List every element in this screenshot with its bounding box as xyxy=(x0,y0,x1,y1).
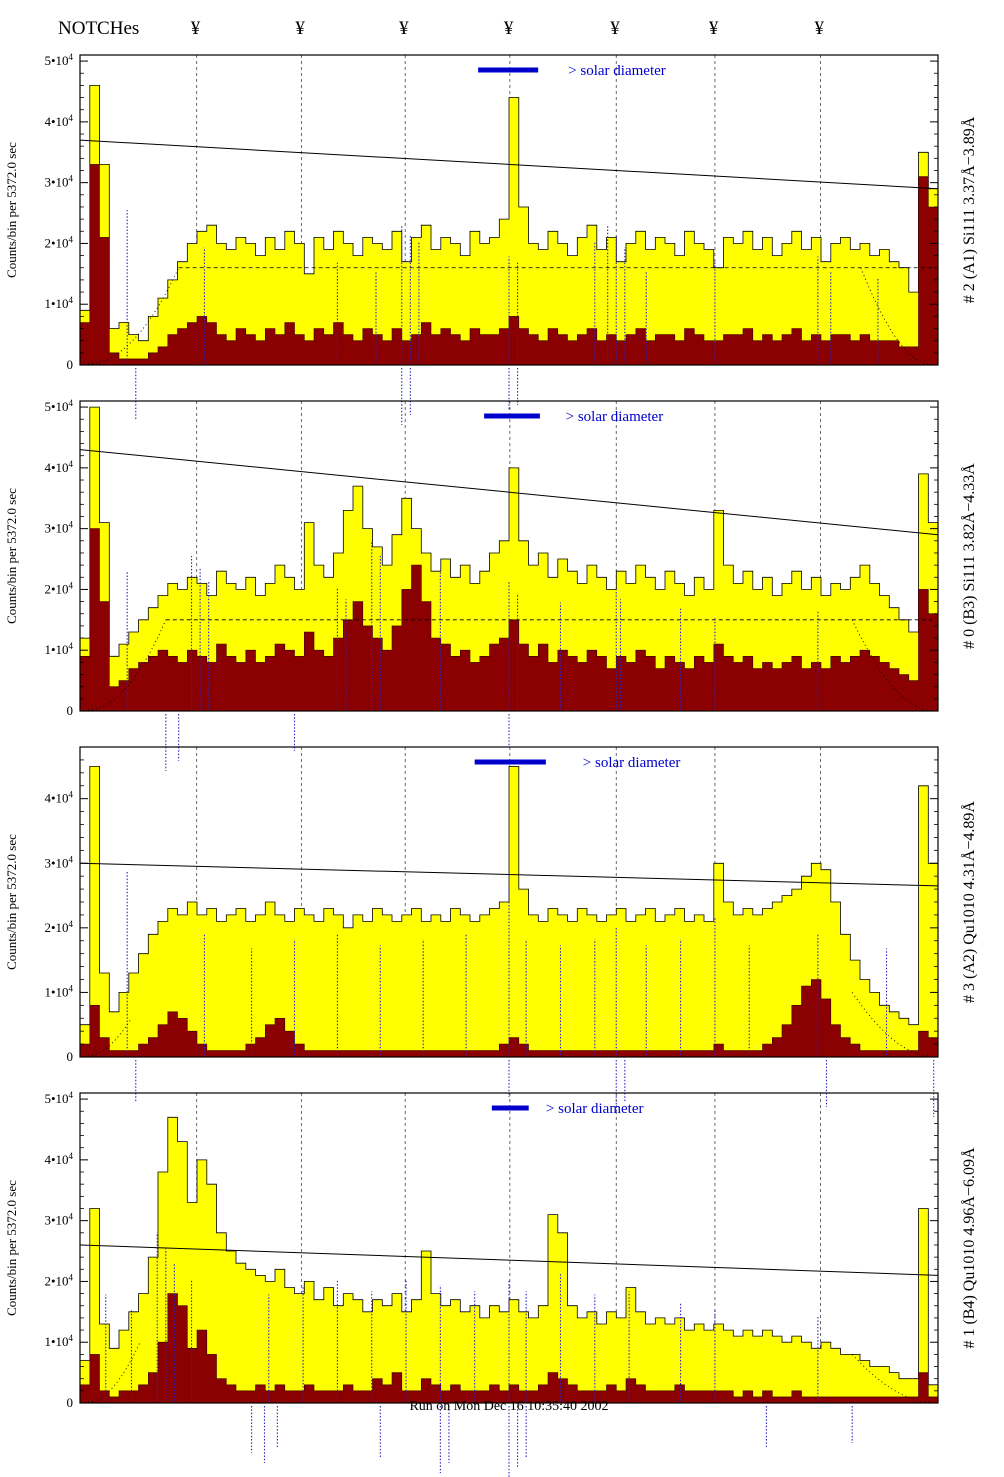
y-axis-label: Counts/bin per 5372.0 sec xyxy=(4,488,19,624)
notch-symbol: ¥ xyxy=(708,18,719,39)
y-tick-label: 0 xyxy=(67,1395,74,1410)
y-tick-label: 5•104 xyxy=(44,1090,73,1106)
y-tick-label: 2•104 xyxy=(44,1272,73,1288)
notch-symbol: ¥ xyxy=(610,18,620,39)
y-tick-label: 2•104 xyxy=(44,234,73,250)
notch-symbol: ¥ xyxy=(399,18,409,39)
solar-diameter-legend-label: > solar diameter xyxy=(568,63,666,79)
histogram-background-path xyxy=(79,1293,939,1404)
y-tick-label: 4•104 xyxy=(44,1151,73,1167)
panel-B3: 0 1•104 2•104 3•104 4•104 5•104 > solar diamet… xyxy=(4,398,978,771)
dotted-right-fall xyxy=(851,1354,931,1403)
solar-diameter-legend-label: > solar diameter xyxy=(583,755,681,771)
panel-right-label: # 0 (B3) Si111 3.82Å−4.33Å xyxy=(960,463,978,649)
y-axis-label: Counts/bin per 5372.0 sec xyxy=(4,834,19,970)
solar-diameter-legend-label: > solar diameter xyxy=(566,409,664,425)
dotted-left-rise xyxy=(87,619,167,711)
y-tick-label: 4•104 xyxy=(44,459,73,475)
panel-B4: 0 1•104 2•104 3•104 4•104 5•104 > solar diamet… xyxy=(4,1090,978,1477)
y-tick-label: 3•104 xyxy=(44,1212,73,1228)
y-tick-label: 4•104 xyxy=(44,113,73,129)
histogram-background-path xyxy=(79,164,939,366)
notch-symbol: ¥ xyxy=(190,18,201,39)
histogram-total-path xyxy=(79,406,939,712)
plot-border xyxy=(79,400,939,712)
y-tick-label: 5•104 xyxy=(44,398,73,414)
histogram-total-path xyxy=(79,1116,939,1404)
panel-A1: 0 1•104 2•104 3•104 4•104 5•104 > solar diamet… xyxy=(4,52,978,425)
panel-right-label: # 2 (A1) Si111 3.37Å−3.89Å xyxy=(960,116,978,303)
y-tick-label: 2•104 xyxy=(44,580,73,596)
y-axis-label: Counts/bin per 5372.0 sec xyxy=(4,1180,19,1316)
trend-line xyxy=(79,449,939,536)
panel-right-label: # 3 (A2) Qu1010 4.31Å−4.89Å xyxy=(960,801,978,1003)
y-tick-label: 1•104 xyxy=(44,983,73,999)
y-tick-label: 4•104 xyxy=(44,790,73,806)
y-tick-label: 1•104 xyxy=(44,641,73,657)
y-tick-label: 0 xyxy=(67,357,74,372)
dotted-right-fall xyxy=(851,619,931,711)
y-tick-label: 3•104 xyxy=(44,520,73,536)
dotted-right-fall xyxy=(860,267,931,365)
solar-diameter-legend-label: > solar diameter xyxy=(546,1101,644,1117)
histogram-total-path xyxy=(79,85,939,366)
dotted-right-fall xyxy=(851,992,931,1057)
trend-line xyxy=(79,1244,939,1276)
y-tick-label: 0 xyxy=(67,703,74,718)
panel-A2: 0 1•104 2•104 3•104 4•104 > solar diameter Cou… xyxy=(4,746,978,1117)
y-axis-label: Counts/bin per 5372.0 sec xyxy=(4,142,19,278)
notches-label: NOTCHes xyxy=(58,18,140,39)
trend-line xyxy=(79,862,939,887)
y-tick-label: 0 xyxy=(67,1049,74,1064)
y-tick-label: 5•104 xyxy=(44,52,73,68)
notch-symbol: ¥ xyxy=(814,18,824,39)
y-tick-label: 1•104 xyxy=(44,295,73,311)
y-tick-label: 1•104 xyxy=(44,1333,73,1349)
panel-right-label: # 1 (B4) Qu1010 4.96Å−6.09Å xyxy=(960,1147,978,1348)
plot-border xyxy=(79,1092,939,1404)
y-tick-label: 3•104 xyxy=(44,854,73,870)
notch-symbol: ¥ xyxy=(295,18,305,39)
y-tick-label: 2•104 xyxy=(44,919,73,935)
y-tick-label: 3•104 xyxy=(44,174,73,190)
notch-symbol: ¥ xyxy=(503,18,514,39)
footer-run-timestamp: Run on Mon Dec 16 10:35:40 2002 xyxy=(409,1399,609,1414)
plot-border xyxy=(79,54,939,366)
trend-line xyxy=(79,139,939,190)
